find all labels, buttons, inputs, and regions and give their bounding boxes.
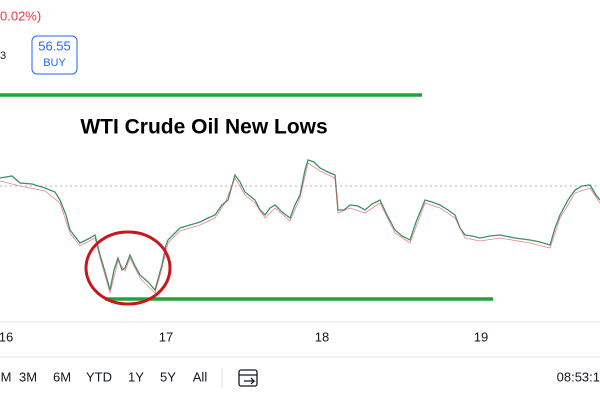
symbol-fragment: 3 — [0, 50, 6, 62]
clock: 08:53:1 — [557, 369, 600, 384]
price-line-shadow — [0, 162, 600, 295]
icon-arrow[interactable] — [244, 377, 256, 385]
range-button[interactable]: YTD — [86, 369, 112, 384]
price-line — [0, 159, 600, 292]
buy-button[interactable]: 56.55 BUY — [31, 35, 78, 75]
date-range-icon[interactable] — [238, 369, 258, 387]
range-button[interactable]: 5Y — [160, 369, 176, 384]
price-change: 0.02%) — [0, 8, 41, 23]
annotation-title: WTI Crude Oil New Lows — [80, 116, 327, 139]
x-axis-label: 17 — [159, 329, 173, 344]
low-highlight — [84, 230, 172, 306]
icon-frame[interactable] — [238, 369, 258, 387]
range-button[interactable]: 1Y — [128, 369, 144, 384]
x-axis-label: 16 — [0, 329, 13, 344]
buy-button-frame[interactable] — [31, 35, 78, 75]
range-button[interactable]: All — [193, 369, 208, 384]
x-axis-label: 18 — [315, 329, 329, 344]
range-button[interactable]: M — [1, 369, 12, 384]
buy-label[interactable]: BUY — [43, 57, 66, 69]
x-axis-label: 19 — [474, 329, 488, 344]
range-button[interactable]: 6M — [53, 369, 71, 384]
buy-price[interactable]: 56.55 — [38, 38, 71, 53]
range-button[interactable]: 3M — [19, 369, 37, 384]
